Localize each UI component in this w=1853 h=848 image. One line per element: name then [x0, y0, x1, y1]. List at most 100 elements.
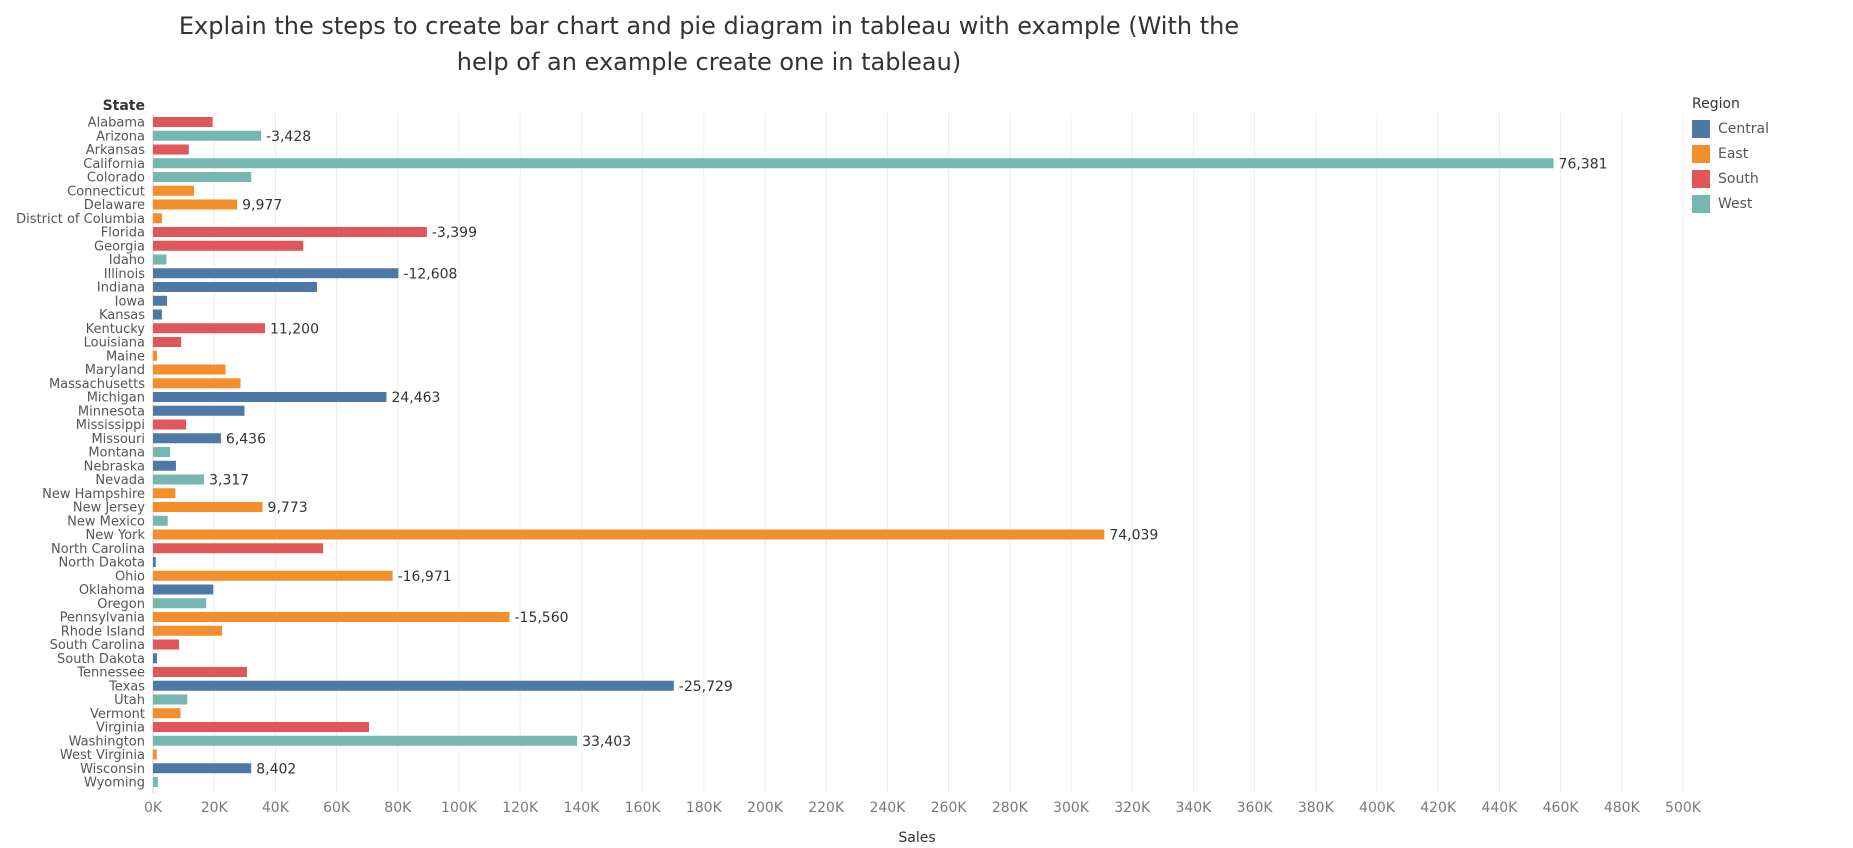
bar[interactable]	[153, 323, 265, 334]
state-label: Arkansas	[86, 143, 145, 158]
legend-swatch-south	[1692, 169, 1710, 188]
legend-item-south[interactable]: South	[1692, 166, 1769, 191]
bar[interactable]	[153, 185, 195, 196]
x-tick-label: 460K	[1543, 800, 1580, 816]
bar[interactable]	[153, 488, 176, 499]
bar[interactable]	[153, 570, 393, 581]
x-tick-label: 220K	[808, 800, 845, 816]
state-label: Montana	[88, 446, 145, 461]
bar-data-label: -3,428	[266, 129, 311, 145]
x-tick-label: 60K	[323, 800, 351, 816]
bar-data-label: -25,729	[679, 679, 733, 695]
bar[interactable]	[153, 708, 181, 719]
state-label: Tennessee	[76, 666, 145, 681]
bar-data-label: 11,200	[270, 321, 319, 337]
bar[interactable]	[153, 529, 1105, 540]
bar[interactable]	[153, 144, 189, 155]
bar[interactable]	[153, 130, 262, 141]
state-label: Louisiana	[84, 336, 145, 351]
row-header: State	[103, 98, 145, 114]
x-tick-label: 380K	[1298, 800, 1335, 816]
bar[interactable]	[153, 392, 387, 402]
bar[interactable]	[153, 295, 168, 306]
bar[interactable]	[153, 515, 168, 526]
bar[interactable]	[153, 543, 324, 554]
x-tick-label: 140K	[563, 800, 600, 816]
bar[interactable]	[153, 117, 213, 127]
bar[interactable]	[153, 722, 370, 732]
bar[interactable]	[153, 474, 205, 485]
x-tick-label: 80K	[384, 800, 412, 816]
bar[interactable]	[153, 158, 1554, 169]
x-tick-label: 240K	[869, 800, 906, 816]
state-label: Ohio	[115, 569, 145, 584]
bar[interactable]	[153, 337, 182, 347]
bar[interactable]	[153, 680, 674, 691]
state-label: Indiana	[97, 281, 145, 296]
bar[interactable]	[153, 460, 176, 471]
legend-item-east[interactable]: East	[1692, 141, 1769, 166]
state-label: Kansas	[99, 308, 145, 323]
bar[interactable]	[153, 254, 167, 265]
state-label: Alabama	[88, 116, 145, 131]
bar-data-label: 9,977	[242, 198, 282, 214]
bar[interactable]	[153, 227, 427, 237]
bar[interactable]	[153, 405, 245, 416]
bar[interactable]	[153, 172, 252, 182]
bar[interactable]	[153, 777, 158, 787]
bar-data-label: 9,773	[268, 500, 308, 516]
bar-data-label: 33,403	[582, 734, 631, 750]
state-label: Florida	[101, 226, 145, 241]
bar[interactable]	[153, 639, 180, 650]
bar[interactable]	[153, 598, 207, 609]
legend-label-central: Central	[1718, 120, 1769, 137]
bar-data-label: 6,436	[226, 431, 266, 447]
x-tick-label: 40K	[262, 800, 290, 816]
chart-title-line-2: help of an example create one in tableau…	[456, 48, 962, 76]
bar[interactable]	[153, 268, 399, 279]
bar[interactable]	[153, 240, 304, 251]
state-label: Maine	[106, 349, 145, 364]
legend-label-east: East	[1718, 145, 1749, 162]
state-label: Oregon	[97, 597, 145, 612]
bar[interactable]	[153, 749, 157, 760]
x-tick-label: 20K	[201, 800, 229, 816]
bar[interactable]	[153, 213, 162, 224]
state-label: Virginia	[96, 721, 145, 736]
bar[interactable]	[153, 584, 214, 595]
bar[interactable]	[153, 282, 318, 292]
bar[interactable]	[153, 447, 171, 457]
bar[interactable]	[153, 350, 157, 361]
state-label: Utah	[114, 693, 145, 708]
legend-item-central[interactable]: Central	[1692, 116, 1769, 141]
state-label: South Dakota	[57, 652, 145, 667]
state-label: Texas	[108, 679, 145, 694]
x-tick-label: 440K	[1481, 800, 1518, 816]
bar[interactable]	[153, 309, 162, 320]
bar[interactable]	[153, 557, 156, 567]
bar[interactable]	[153, 502, 263, 512]
x-tick-label: 100K	[441, 800, 478, 816]
bar[interactable]	[153, 653, 157, 664]
bar[interactable]	[153, 419, 187, 430]
bar[interactable]	[153, 364, 226, 375]
bar[interactable]	[153, 763, 252, 774]
x-tick-label: 400K	[1359, 800, 1396, 816]
bar[interactable]	[153, 378, 241, 389]
state-labels: AlabamaArizonaArkansasCaliforniaColorado…	[16, 116, 145, 791]
state-label: Arizona	[96, 129, 145, 144]
bar[interactable]	[153, 199, 238, 210]
bar[interactable]	[153, 612, 510, 622]
bar[interactable]	[153, 735, 578, 746]
state-label: New Jersey	[73, 501, 145, 516]
x-tick-label: 500K	[1665, 800, 1702, 816]
bar[interactable]	[153, 625, 223, 636]
state-label: Colorado	[87, 171, 145, 186]
bar[interactable]	[153, 694, 188, 705]
legend-item-west[interactable]: West	[1692, 191, 1769, 216]
bar[interactable]	[153, 667, 247, 677]
state-label: Pennsylvania	[60, 611, 145, 626]
chart-title: Explain the steps to create bar chart an…	[0, 8, 1418, 80]
state-label: District of Columbia	[16, 212, 145, 227]
bar[interactable]	[153, 433, 221, 444]
